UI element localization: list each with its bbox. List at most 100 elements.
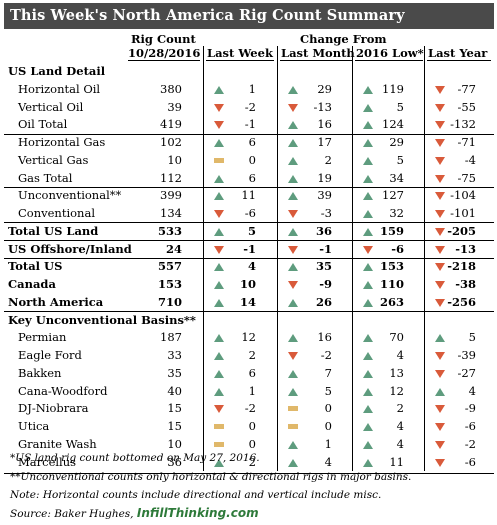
up-arrow-icon [288, 85, 298, 94]
down-arrow-icon [214, 405, 224, 414]
flat-bar-icon [214, 424, 224, 429]
change-value: -13 [313, 99, 332, 114]
change-value: 34 [389, 170, 404, 185]
change-value: 1 [324, 436, 332, 451]
rig-count-value: 380 [160, 81, 182, 96]
down-arrow-icon [435, 423, 445, 431]
change-value: -1 [244, 117, 256, 132]
rig-count-value: 10 [167, 152, 182, 167]
change-value: -77 [457, 81, 476, 96]
row-label: Conventional [18, 206, 96, 220]
table-row: Utica 15 0 0 4 -6 [4, 418, 494, 436]
change-value: 0 [248, 152, 256, 167]
rig-count-value: 112 [160, 170, 182, 185]
up-arrow-icon [363, 263, 373, 272]
up-arrow-icon [363, 423, 373, 431]
change-value: 2 [248, 454, 256, 469]
change-value: 2 [396, 401, 404, 416]
table-row: Canada 153 10 -9 110 -38 [4, 276, 494, 294]
down-arrow-icon [288, 352, 298, 360]
down-arrow-icon [435, 121, 445, 130]
up-arrow-icon [288, 174, 298, 183]
row-label: Bakken [18, 365, 62, 380]
change-value: -1 [319, 241, 332, 256]
change-value: -4 [464, 152, 476, 167]
rig-count-value: 35 [167, 365, 182, 380]
change-value: 5 [396, 99, 404, 114]
rig-count-value: 40 [167, 383, 182, 398]
change-value: -9 [464, 401, 476, 416]
up-arrow-icon [288, 298, 298, 307]
change-value: 35 [315, 259, 332, 274]
change-value: -2 [464, 436, 476, 451]
change-value: 0 [324, 401, 332, 416]
row-label: Vertical Gas [18, 152, 89, 167]
up-arrow-icon [214, 174, 224, 183]
up-arrow-icon [288, 369, 298, 378]
section-header: Key Unconventional Basins** [4, 312, 494, 330]
change-value: 36 [315, 223, 332, 238]
up-arrow-icon [214, 263, 224, 272]
change-value: 5 [247, 223, 256, 238]
row-label: Granite Wash [18, 436, 97, 451]
down-arrow-icon [435, 281, 445, 289]
change-value: -6 [464, 454, 476, 469]
change-value: 263 [379, 294, 404, 309]
up-arrow-icon [214, 387, 224, 396]
up-arrow-icon [214, 334, 224, 343]
column-divider [424, 46, 425, 472]
change-value: 4 [396, 348, 404, 362]
header-last-month: Last Month [281, 46, 355, 60]
change-value: -2 [244, 99, 256, 114]
row-divider [4, 311, 494, 312]
row-label: Marcellus [18, 454, 77, 469]
up-arrow-icon [363, 192, 373, 201]
change-value: -9 [319, 277, 332, 291]
rig-count-value: 710 [157, 294, 182, 309]
change-value: -1 [243, 241, 256, 256]
header-date: 10/28/2016 [128, 46, 201, 60]
change-value: -13 [455, 241, 476, 256]
up-arrow-icon [214, 192, 224, 201]
header-change-from: Change From [300, 32, 387, 46]
row-label: Key Unconventional Basins** [8, 312, 196, 327]
row-divider [4, 222, 494, 224]
change-value: -205 [447, 223, 476, 238]
rig-count-value: 153 [157, 277, 182, 291]
change-value: 0 [324, 419, 332, 433]
rig-count-value: 33 [167, 348, 182, 362]
up-arrow-icon [363, 139, 373, 147]
row-label: Unconventional** [18, 188, 122, 203]
down-arrow-icon [435, 139, 445, 147]
column-divider [352, 46, 353, 472]
down-arrow-icon [435, 245, 445, 254]
rig-count-value: 399 [160, 188, 182, 203]
up-arrow-icon [363, 227, 373, 236]
change-value: -55 [457, 99, 476, 114]
row-label: Canada [8, 277, 56, 291]
down-arrow-icon [288, 103, 298, 112]
change-value: 11 [389, 454, 404, 469]
change-value: 4 [396, 419, 404, 433]
table-row: DJ-Niobrara 15 -2 0 2 -9 [4, 400, 494, 418]
up-arrow-icon [288, 227, 298, 236]
header-rig-count: Rig Count [131, 32, 196, 46]
down-arrow-icon [435, 458, 445, 467]
change-value: 2 [324, 152, 332, 167]
table-row: Gas Total 112 6 19 34 -75 [4, 170, 494, 188]
row-label: Total US Land [8, 223, 99, 238]
header-2016-low: 2016 Low* [356, 46, 424, 60]
change-value: -6 [464, 419, 476, 433]
change-value: 16 [317, 330, 332, 345]
brand-link[interactable]: InfillThinking.com [136, 506, 259, 520]
down-arrow-icon [435, 298, 445, 307]
table-row: Cana-Woodford 40 1 5 12 4 [4, 383, 494, 401]
row-label: Utica [18, 419, 50, 433]
down-arrow-icon [435, 369, 445, 378]
up-arrow-icon [214, 85, 224, 94]
down-arrow-icon [288, 245, 298, 254]
change-value: 32 [389, 206, 404, 220]
change-value: 127 [382, 188, 404, 203]
table-row: Total US Land 533 5 36 159 -205 [4, 223, 494, 241]
down-arrow-icon [214, 103, 224, 112]
